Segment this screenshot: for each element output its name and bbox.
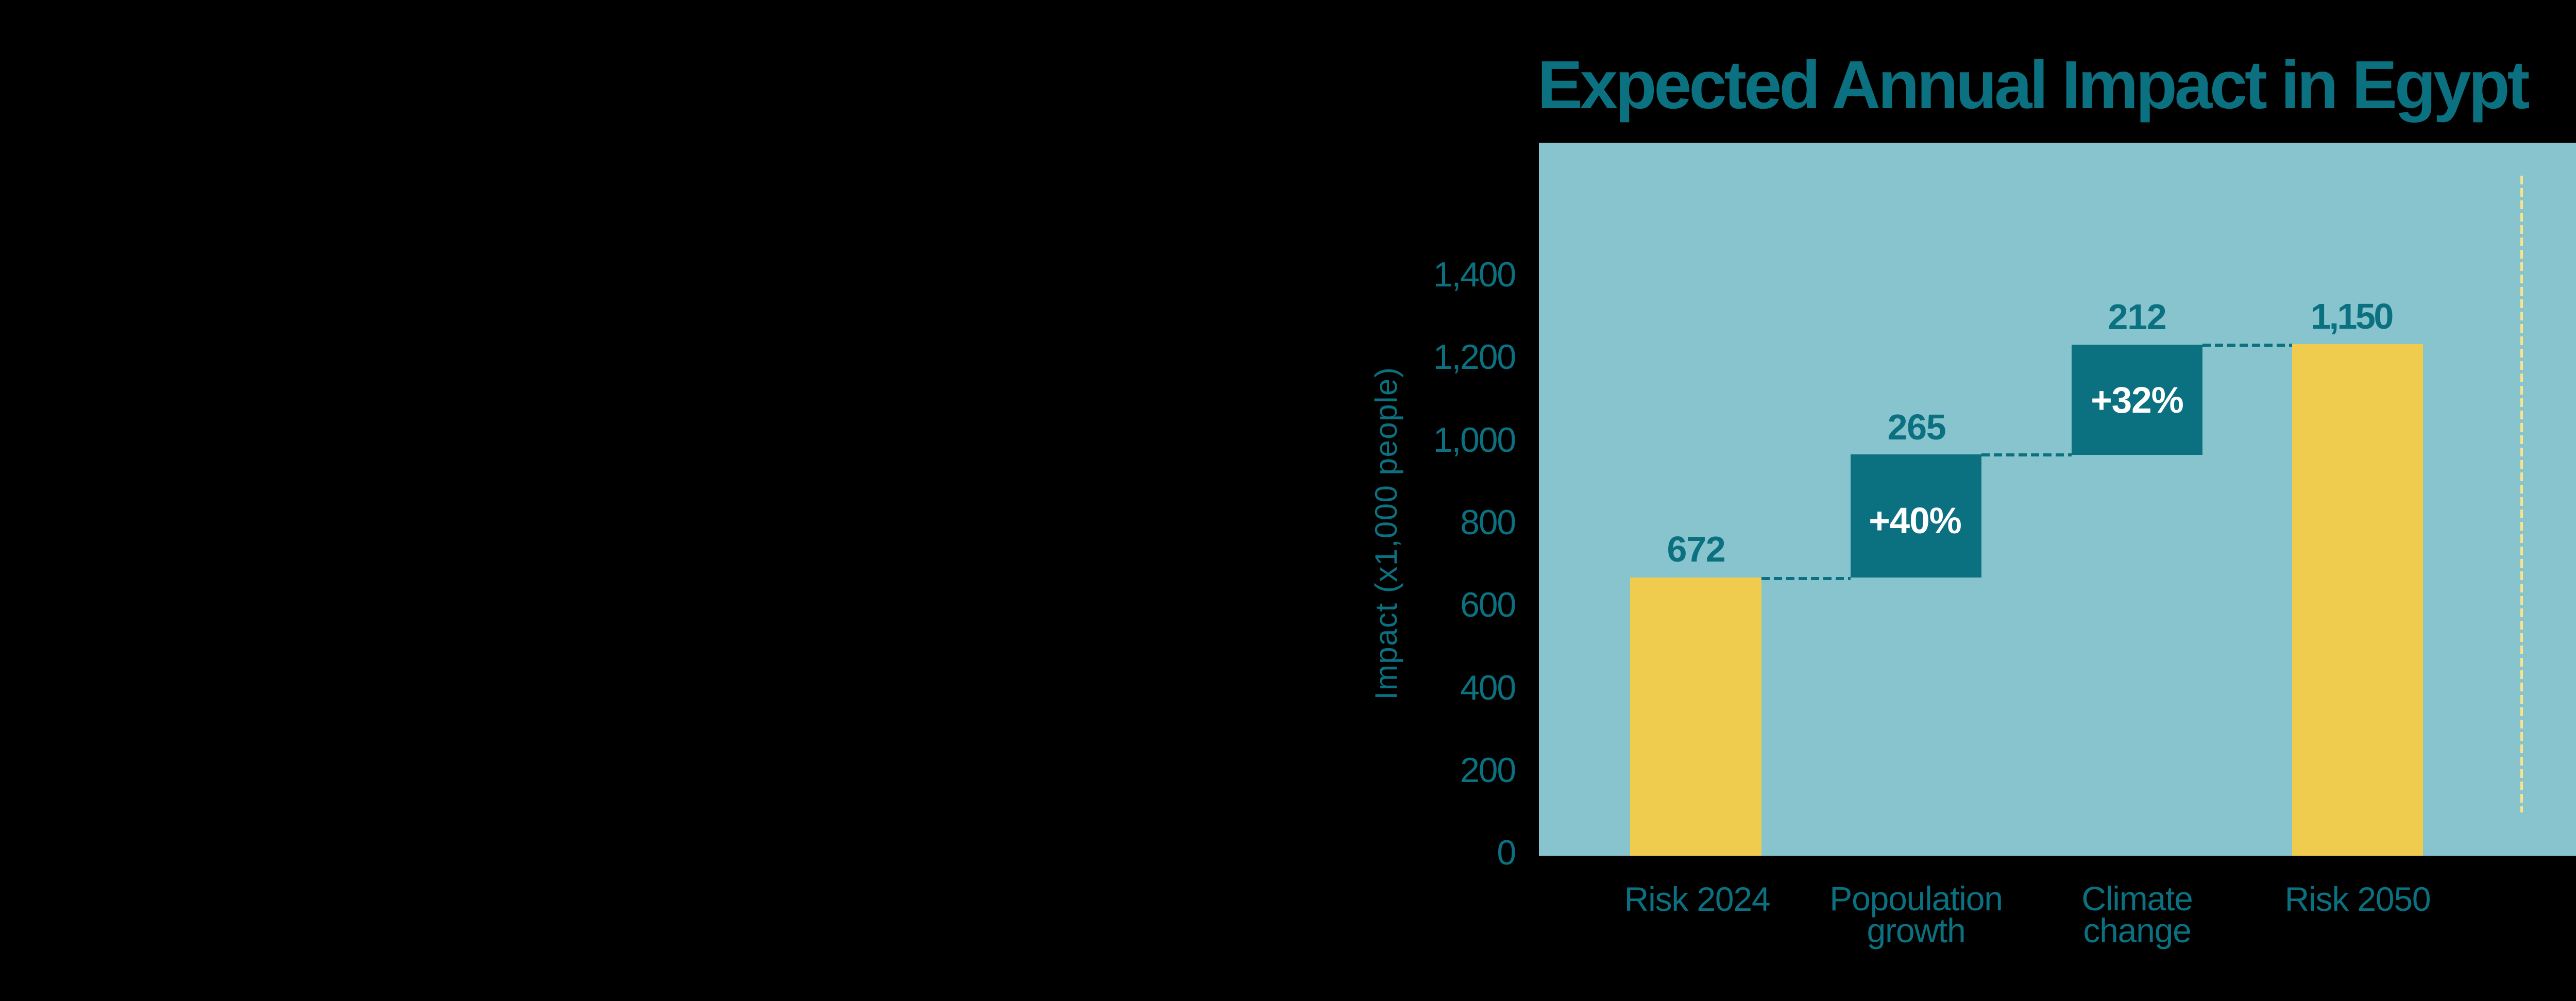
svg-text:600: 600 <box>1460 585 1515 624</box>
svg-text:+32%: +32% <box>2091 380 2183 421</box>
svg-text:1,200: 1,200 <box>1433 337 1516 377</box>
svg-text:Risk 2024: Risk 2024 <box>1624 880 1770 918</box>
svg-text:Expected Annual Impact in Egyp: Expected Annual Impact in Egypt <box>1537 47 2529 123</box>
svg-text:Popoulation: Popoulation <box>1829 879 2002 918</box>
svg-text:+40%: +40% <box>1869 501 1961 541</box>
svg-text:growth: growth <box>1867 911 1965 949</box>
svg-text:200: 200 <box>1460 751 1515 790</box>
svg-text:Impact (x1,000 people): Impact (x1,000 people) <box>1369 367 1403 700</box>
svg-text:change: change <box>2083 911 2191 949</box>
svg-text:400: 400 <box>1460 668 1515 707</box>
svg-text:1,150: 1,150 <box>2311 296 2393 336</box>
svg-text:Climate: Climate <box>2081 879 2192 918</box>
svg-text:Risk 2050: Risk 2050 <box>2285 880 2431 918</box>
svg-text:265: 265 <box>1888 407 1946 447</box>
svg-text:212: 212 <box>2108 297 2166 337</box>
svg-text:672: 672 <box>1667 529 1725 569</box>
svg-text:1,400: 1,400 <box>1433 255 1516 294</box>
svg-text:1,000: 1,000 <box>1433 420 1516 460</box>
svg-text:0: 0 <box>1497 833 1515 872</box>
svg-text:800: 800 <box>1460 503 1515 542</box>
